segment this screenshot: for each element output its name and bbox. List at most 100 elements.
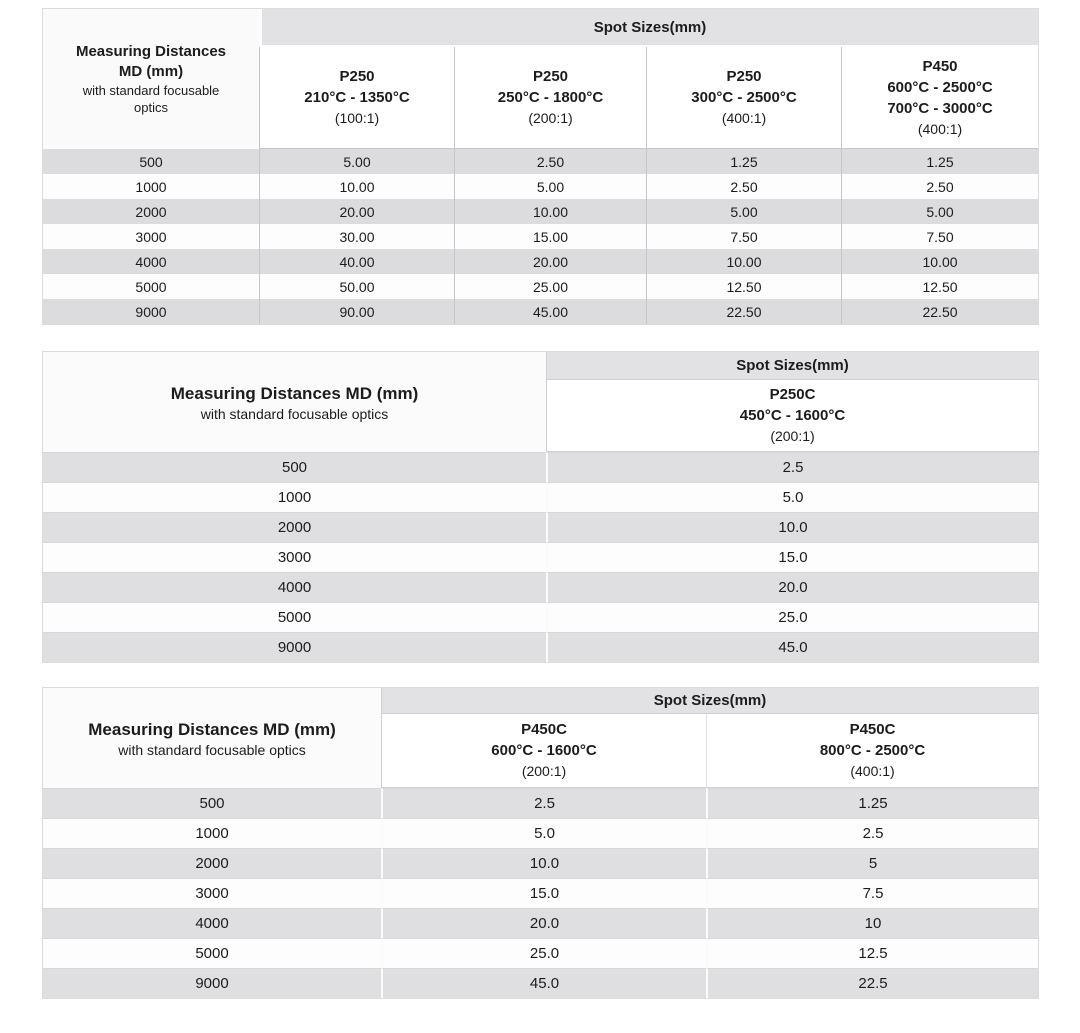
table-row: 9000 45.0 bbox=[43, 632, 1038, 662]
header-row-columns: P250 210°C - 1350°C (100:1) P250 250°C -… bbox=[43, 47, 1039, 149]
col-header-p250-400-1: P250 300°C - 2500°C (400:1) bbox=[646, 47, 841, 149]
ratio-label: (400:1) bbox=[721, 110, 767, 126]
spot-cell: 22.50 bbox=[646, 299, 841, 324]
spot-cell: 7.50 bbox=[646, 224, 841, 249]
measuring-distances-header: Measuring Distances MD (mm) with standar… bbox=[43, 9, 259, 149]
table-row: 2000 20.00 10.00 5.00 5.00 bbox=[43, 199, 1039, 224]
spot-cell: 10 bbox=[706, 908, 1039, 938]
measuring-distances-header: Measuring Distances MD (mm) with standar… bbox=[43, 688, 381, 788]
table-gap bbox=[42, 663, 1037, 687]
table-row: 3000 15.0 7.5 bbox=[43, 878, 1039, 908]
table-row: 500 5.00 2.50 1.25 1.25 bbox=[43, 149, 1039, 174]
table-row: 3000 15.0 bbox=[43, 542, 1038, 572]
range-label: 250°C - 1800°C bbox=[497, 89, 604, 106]
spot-cell: 5.00 bbox=[259, 149, 454, 174]
spot-cell: 15.0 bbox=[546, 542, 1038, 572]
model-label: P250C bbox=[769, 386, 816, 403]
spot-cell: 5.0 bbox=[546, 482, 1038, 512]
col-header-p250c-200-1: P250C 450°C - 1600°C (200:1) bbox=[546, 380, 1038, 452]
range-label: 300°C - 2500°C bbox=[691, 89, 797, 106]
spot-cell: 90.00 bbox=[259, 299, 454, 324]
spot-cell: 2.5 bbox=[706, 818, 1039, 848]
spot-cell: 22.50 bbox=[841, 299, 1039, 324]
header-row-columns: P250C 450°C - 1600°C (200:1) bbox=[43, 380, 1038, 452]
table-row: 9000 45.0 22.5 bbox=[43, 968, 1039, 998]
model-label: P450C bbox=[849, 721, 896, 738]
range-label: 800°C - 2500°C bbox=[819, 742, 926, 759]
spot-cell: 10.00 bbox=[841, 249, 1039, 274]
row-header-subtitle: with standard focusable optics bbox=[200, 405, 389, 422]
header-row-band: Measuring Distances MD (mm) with standar… bbox=[43, 9, 1039, 149]
spot-cell: 5.00 bbox=[646, 199, 841, 224]
md-cell: 4000 bbox=[43, 908, 381, 938]
spot-cell: 12.50 bbox=[646, 274, 841, 299]
spot-cell: 45.00 bbox=[454, 299, 646, 324]
model-label: P250 bbox=[726, 68, 762, 85]
md-cell: 4000 bbox=[43, 572, 546, 602]
spot-sizes-band: Spot Sizes(mm) bbox=[546, 352, 1038, 380]
spot-cell: 10.0 bbox=[381, 848, 706, 878]
spot-cell: 45.0 bbox=[381, 968, 706, 998]
spot-cell: 25.00 bbox=[454, 274, 646, 299]
row-header-title: Measuring Distances bbox=[75, 43, 227, 60]
model-label: P250 bbox=[532, 68, 569, 85]
md-cell: 2000 bbox=[43, 199, 259, 224]
spot-cell: 30.00 bbox=[259, 224, 454, 249]
spot-cell: 12.50 bbox=[841, 274, 1039, 299]
spot-cell: 10.00 bbox=[259, 174, 454, 199]
header-row-band: Measuring Distances MD (mm) with standar… bbox=[43, 352, 1038, 452]
col-header-p250-100-1: P250 210°C - 1350°C (100:1) bbox=[259, 47, 454, 149]
table-row: 2000 10.0 bbox=[43, 512, 1038, 542]
row-header-title-line2: MD (mm) bbox=[118, 63, 184, 80]
row-header-subtitle: with standard focusable optics bbox=[118, 741, 306, 758]
spot-cell: 2.50 bbox=[646, 174, 841, 199]
row-header-title: Measuring Distances MD (mm) bbox=[88, 719, 336, 739]
range-label: 210°C - 1350°C bbox=[304, 89, 410, 106]
spot-sizes-table-p250c: Measuring Distances MD (mm) with standar… bbox=[42, 351, 1039, 663]
md-cell: 2000 bbox=[43, 848, 381, 878]
md-cell: 3000 bbox=[43, 224, 259, 249]
spot-cell: 22.5 bbox=[706, 968, 1039, 998]
model-label: P450C bbox=[521, 721, 567, 738]
spot-cell: 2.50 bbox=[841, 174, 1039, 199]
range-label-2: 700°C - 3000°C bbox=[887, 99, 993, 117]
md-cell: 2000 bbox=[43, 512, 546, 542]
spot-cell: 25.0 bbox=[546, 602, 1038, 632]
md-cell: 1000 bbox=[43, 818, 381, 848]
ratio-label: (400:1) bbox=[850, 763, 895, 779]
header-row-band: Measuring Distances MD (mm) with standar… bbox=[43, 688, 1039, 788]
md-cell: 5000 bbox=[43, 938, 381, 968]
table-row: 500 2.5 1.25 bbox=[43, 788, 1039, 818]
ratio-label: (200:1) bbox=[770, 428, 815, 444]
row-header-subtitle: with standard focusable optics bbox=[82, 83, 220, 115]
spot-sizes-band: Spot Sizes(mm) bbox=[259, 9, 1039, 47]
col-header-p450c-200-1: P450C 600°C - 1600°C (200:1) bbox=[381, 714, 706, 788]
spot-cell: 25.0 bbox=[381, 938, 706, 968]
table-row: 1000 5.0 2.5 bbox=[43, 818, 1039, 848]
model-label: P450 bbox=[922, 57, 958, 75]
md-cell: 9000 bbox=[43, 968, 381, 998]
md-cell: 9000 bbox=[43, 632, 546, 662]
spot-cell: 2.5 bbox=[381, 788, 706, 818]
spot-cell: 10.0 bbox=[546, 512, 1038, 542]
table-row: 5000 25.0 bbox=[43, 602, 1038, 632]
md-cell: 5000 bbox=[43, 274, 259, 299]
ratio-label: (200:1) bbox=[521, 763, 567, 779]
spot-cell: 12.5 bbox=[706, 938, 1039, 968]
spot-cell: 5.00 bbox=[454, 174, 646, 199]
spot-cell: 2.5 bbox=[546, 452, 1038, 482]
spot-cell: 20.0 bbox=[546, 572, 1038, 602]
spot-sizes-table-p250-p450: Measuring Distances MD (mm) with standar… bbox=[42, 8, 1040, 325]
md-cell: 500 bbox=[43, 452, 546, 482]
spot-cell: 5 bbox=[706, 848, 1039, 878]
md-cell: 500 bbox=[43, 149, 259, 174]
spot-cell: 40.00 bbox=[259, 249, 454, 274]
table-row: 500 2.5 bbox=[43, 452, 1038, 482]
col-header-p250-200-1: P250 250°C - 1800°C (200:1) bbox=[454, 47, 646, 149]
table-row: 4000 20.0 bbox=[43, 572, 1038, 602]
header-row-columns: P450C 600°C - 1600°C (200:1) P450C 800°C… bbox=[43, 714, 1039, 788]
range-label: 450°C - 1600°C bbox=[739, 407, 846, 424]
ratio-label: (200:1) bbox=[528, 110, 573, 126]
measuring-distances-header: Measuring Distances MD (mm) with standar… bbox=[43, 352, 546, 452]
